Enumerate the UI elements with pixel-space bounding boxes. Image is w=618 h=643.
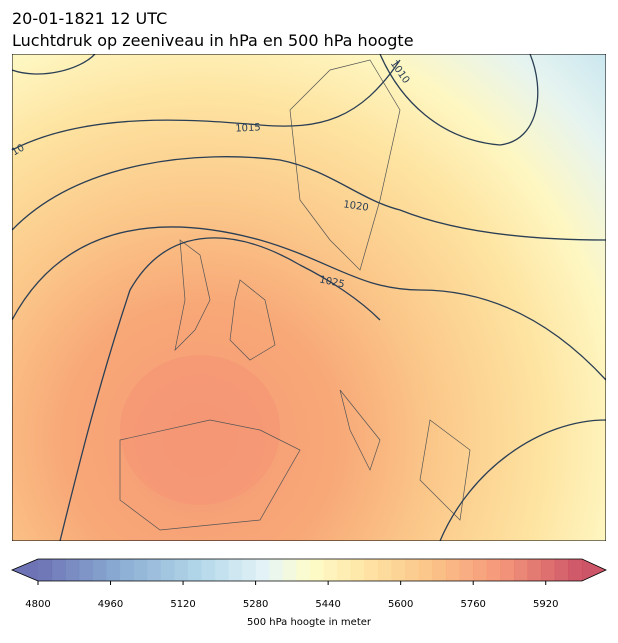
colorbar-outline (10, 558, 607, 582)
isobar (59, 237, 381, 541)
colorbar-segment (527, 559, 542, 581)
colorbar-segment (119, 559, 134, 581)
colorbar-segment (500, 559, 515, 581)
colorbar-segment (92, 559, 107, 581)
colorbar-segment (201, 559, 216, 581)
colorbar-segment (160, 559, 175, 581)
colorbar-segment (242, 559, 257, 581)
isobar (379, 54, 539, 146)
colorbar-segment (269, 559, 284, 581)
height-core (120, 355, 280, 505)
colorbar-segment (106, 559, 121, 581)
contour-label: 1015 (235, 122, 261, 134)
colorbar-tick-label: 5120 (170, 599, 195, 610)
title-description: Luchtdruk op zeeniveau in hPa en 500 hPa… (12, 31, 414, 50)
colorbar-segment (378, 559, 393, 581)
colorbar-tick-label: 5600 (388, 599, 413, 610)
colorbar-segment (255, 559, 270, 581)
colorbar-tick-label: 5760 (460, 599, 485, 610)
colorbar-segment (391, 559, 406, 581)
colorbar-segment (174, 559, 189, 581)
colorbar-segment (364, 559, 379, 581)
title-date: 20-01-1821 12 UTC (12, 9, 167, 28)
colorbar-segment (38, 559, 53, 581)
colorbar-segment (486, 559, 501, 581)
isobar (12, 156, 606, 241)
colorbar-segment (350, 559, 365, 581)
coastline (119, 59, 471, 531)
map (12, 54, 606, 541)
colorbar-segment (133, 559, 148, 581)
colorbar-segment (541, 559, 556, 581)
contour-label: 1020 (343, 199, 370, 213)
colorbar-segment (473, 559, 488, 581)
isobar (439, 419, 606, 541)
colorbar-segment (405, 559, 420, 581)
colorbar-segment (51, 559, 66, 581)
colorbar-tick-label: 5440 (315, 599, 340, 610)
colorbar-segment (432, 559, 447, 581)
colorbar-segment (337, 559, 352, 581)
colorbar-segment (459, 559, 474, 581)
colorbar-tick-label: 4960 (98, 599, 123, 610)
isobar (12, 226, 606, 381)
colorbar-segment (146, 559, 161, 581)
colorbar-extend-high (582, 559, 606, 581)
colorbar-extend-low (12, 559, 38, 581)
colorbar-segment (418, 559, 433, 581)
colorbar-segment (228, 559, 243, 581)
colorbar-segment (214, 559, 229, 581)
contour-label: 1025 (318, 274, 345, 290)
colorbar-segment (310, 559, 325, 581)
colorbar-segment (78, 559, 93, 581)
isobar (12, 54, 96, 75)
colorbar-segment (65, 559, 80, 581)
colorbar-segment (323, 559, 338, 581)
colorbar-segment (296, 559, 311, 581)
colorbar-segment (514, 559, 529, 581)
colorbar-tick-label: 5280 (243, 599, 268, 610)
colorbar-tick-label: 4800 (25, 599, 50, 610)
colorbar: 4800 4960 5120 5280 5440 5600 5760 5920 (10, 558, 607, 610)
colorbar-segment (282, 559, 297, 581)
colorbar-segment (554, 559, 569, 581)
colorbar-segment (446, 559, 461, 581)
colorbar-segment (187, 559, 202, 581)
isobar (12, 59, 401, 151)
colorbar-segment (568, 559, 583, 581)
height-field (12, 54, 606, 541)
colorbar-label: 500 hPa hoogte in meter (247, 617, 372, 628)
colorbar-tick-label: 5920 (533, 599, 558, 610)
